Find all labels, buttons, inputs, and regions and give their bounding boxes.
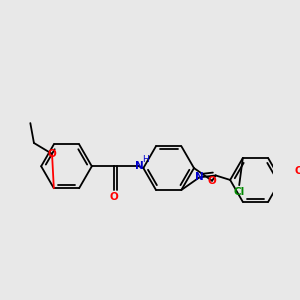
Text: O: O — [208, 176, 216, 186]
Text: O: O — [48, 149, 56, 159]
Text: N: N — [195, 172, 204, 182]
Text: O: O — [295, 166, 300, 176]
Text: N: N — [135, 161, 144, 171]
Text: Cl: Cl — [234, 188, 245, 197]
Text: H: H — [142, 155, 148, 164]
Text: O: O — [109, 192, 118, 202]
